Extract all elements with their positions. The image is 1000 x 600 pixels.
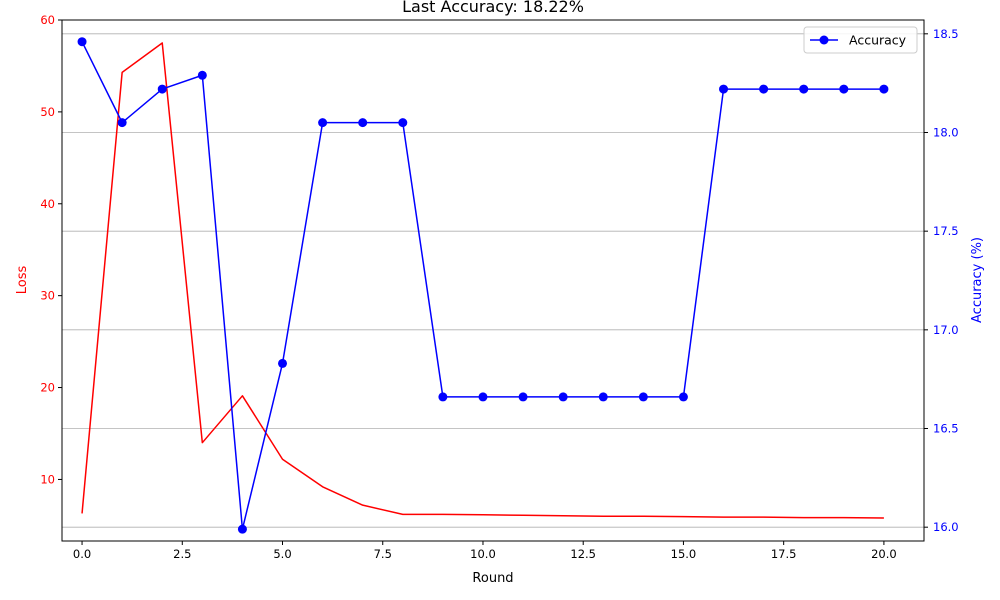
- y-left-tick-label: 50: [40, 105, 55, 119]
- y-axis-left-label: Loss: [15, 266, 30, 295]
- accuracy-point: [719, 84, 729, 94]
- y-axis-left: 10 20 30 40 50 60: [40, 13, 62, 486]
- y-right-tick-label: 16.5: [933, 422, 959, 436]
- x-tick-label: 0.0: [73, 547, 91, 561]
- y-right-tick-label: 16.0: [933, 520, 959, 534]
- accuracy-point: [759, 84, 769, 94]
- loss-series-line: [81, 42, 884, 519]
- y-left-tick-label: 20: [40, 381, 55, 395]
- accuracy-point: [157, 84, 167, 94]
- accuracy-point: [558, 392, 568, 402]
- accuracy-point: [799, 84, 809, 94]
- accuracy-point: [438, 392, 448, 402]
- x-tick-label: 2.5: [173, 547, 191, 561]
- accuracy-point: [638, 392, 648, 402]
- accuracy-point: [358, 118, 368, 128]
- y-right-tick-label: 17.5: [933, 224, 959, 238]
- accuracy-point: [197, 70, 207, 80]
- x-tick-label: 17.5: [771, 547, 797, 561]
- y-left-tick-label: 10: [40, 472, 55, 486]
- y-axis-right-label: Accuracy (%): [970, 237, 985, 323]
- y-right-tick-label: 18.0: [933, 125, 959, 139]
- accuracy-point: [117, 118, 127, 128]
- y-right-tick-label: 17.0: [933, 323, 959, 337]
- plot-frame: [61, 19, 925, 542]
- x-tick-label: 20.0: [871, 547, 897, 561]
- accuracy-point: [839, 84, 849, 94]
- legend-label: Accuracy: [849, 33, 907, 48]
- x-tick-label: 15.0: [671, 547, 697, 561]
- x-axis-label: Round: [472, 571, 513, 586]
- accuracy-point: [77, 37, 87, 47]
- legend: Accuracy: [803, 26, 918, 54]
- x-axis: 0.0 2.5 5.0 7.5 10.0 12.5 15.0 17.5 20.0: [73, 541, 897, 561]
- y-left-tick-label: 30: [40, 289, 55, 303]
- chart-title: Last Accuracy: 18.22%: [402, 0, 584, 16]
- x-tick-label: 10.0: [470, 547, 496, 561]
- accuracy-point: [879, 84, 889, 94]
- accuracy-point: [398, 118, 408, 128]
- grid-lines: [62, 33, 924, 528]
- x-tick-label: 7.5: [374, 547, 392, 561]
- x-tick-label: 5.0: [273, 547, 291, 561]
- legend-marker-icon: [819, 35, 829, 45]
- y-left-tick-label: 40: [40, 197, 55, 211]
- accuracy-point: [518, 392, 528, 402]
- accuracy-point: [678, 392, 688, 402]
- y-left-tick-label: 60: [40, 13, 55, 27]
- y-axis-right: 16.0 16.5 17.0 17.5 18.0 18.5: [924, 27, 959, 534]
- accuracy-point: [598, 392, 608, 402]
- series-layer: [77, 37, 889, 534]
- accuracy-point: [478, 392, 488, 402]
- x-tick-label: 12.5: [570, 547, 596, 561]
- y-right-tick-label: 18.5: [933, 27, 959, 41]
- accuracy-point: [318, 118, 328, 128]
- accuracy-point: [237, 524, 247, 534]
- accuracy-point: [278, 358, 288, 368]
- legend-box: [803, 26, 918, 54]
